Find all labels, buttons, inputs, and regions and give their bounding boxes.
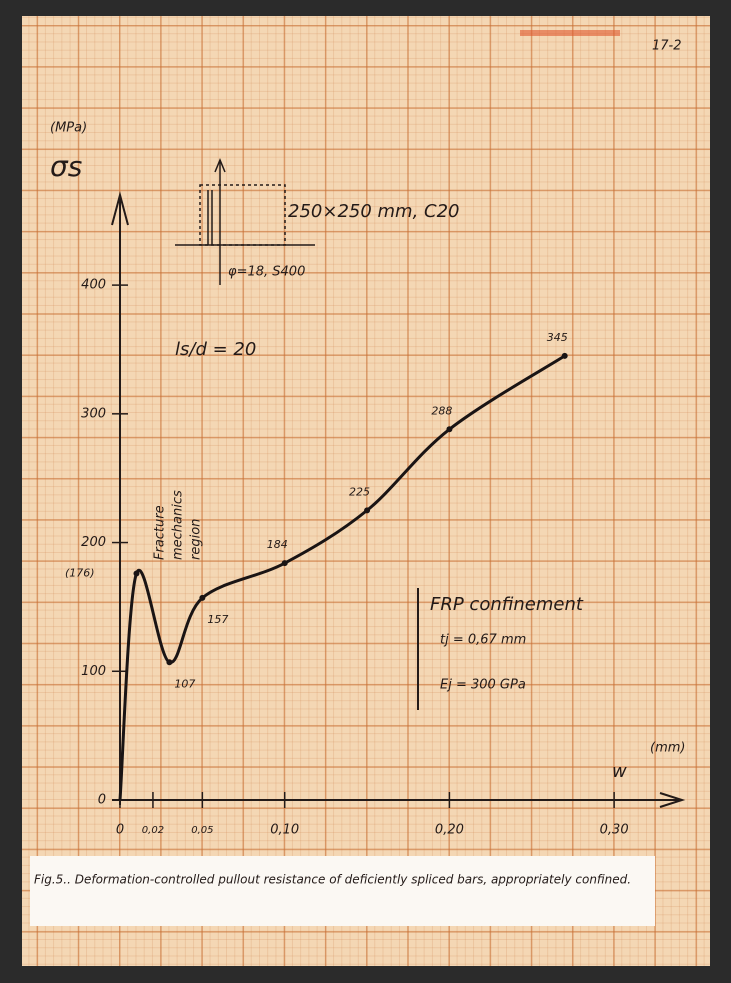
ratio-note: ls/d = 20: [175, 339, 256, 360]
region-line: Fracture: [153, 505, 168, 560]
y-symbol: σs: [50, 150, 82, 183]
frp-title: FRP confinement: [430, 594, 584, 615]
point: [166, 659, 173, 666]
y-tick-label: 200: [81, 535, 106, 550]
x-tick-label: 0,10: [270, 823, 299, 838]
point: [281, 560, 288, 567]
y-label: (MPa): [50, 121, 87, 136]
value-label: 288: [431, 404, 452, 417]
frp-e: Ej = 300 GPa: [440, 678, 526, 693]
value-label: (176): [65, 566, 95, 579]
y-tick-label: 300: [81, 406, 106, 421]
y-tick-label: 100: [81, 664, 106, 679]
point: [199, 594, 206, 601]
y-arrow: [111, 191, 129, 226]
point: [446, 426, 453, 433]
curve: [118, 354, 566, 801]
x-tick-label: 0,05: [191, 825, 213, 836]
y-tick-label: 400: [81, 278, 106, 293]
x-symbol: w: [612, 761, 627, 782]
point: [133, 570, 140, 577]
x-tick-label: 0: [116, 823, 124, 838]
caption-strip: [30, 856, 655, 926]
caption: Fig.5.. Deformation-controlled pullout r…: [34, 873, 631, 887]
x-tick-label: 0,02: [142, 825, 164, 836]
region-line: region: [189, 519, 204, 560]
stamp: [520, 30, 620, 36]
value-label: 225: [349, 485, 370, 498]
y-tick-label: 0: [98, 793, 106, 808]
graph-paper: [22, 16, 710, 966]
x-tick-label: 0,20: [435, 823, 464, 838]
section-note: 250×250 mm, C20: [288, 201, 460, 222]
point: [364, 507, 371, 514]
section-sketch: [175, 158, 315, 285]
point: [561, 352, 568, 359]
region-line: mechanics: [171, 490, 186, 560]
page-number: 17-2: [652, 39, 682, 54]
frp-t: tj = 0,67 mm: [440, 633, 526, 648]
value-label: 345: [547, 331, 568, 344]
x-label: (mm): [650, 741, 685, 756]
value-label: 184: [267, 538, 288, 551]
value-label: 157: [207, 613, 228, 626]
x-arrow: [659, 792, 686, 808]
x-tick-label: 0,30: [600, 823, 629, 838]
bars-note: φ=18, S400: [228, 265, 305, 280]
region-note: Fracture mechanics region: [153, 490, 204, 560]
value-label: 107: [174, 677, 195, 690]
